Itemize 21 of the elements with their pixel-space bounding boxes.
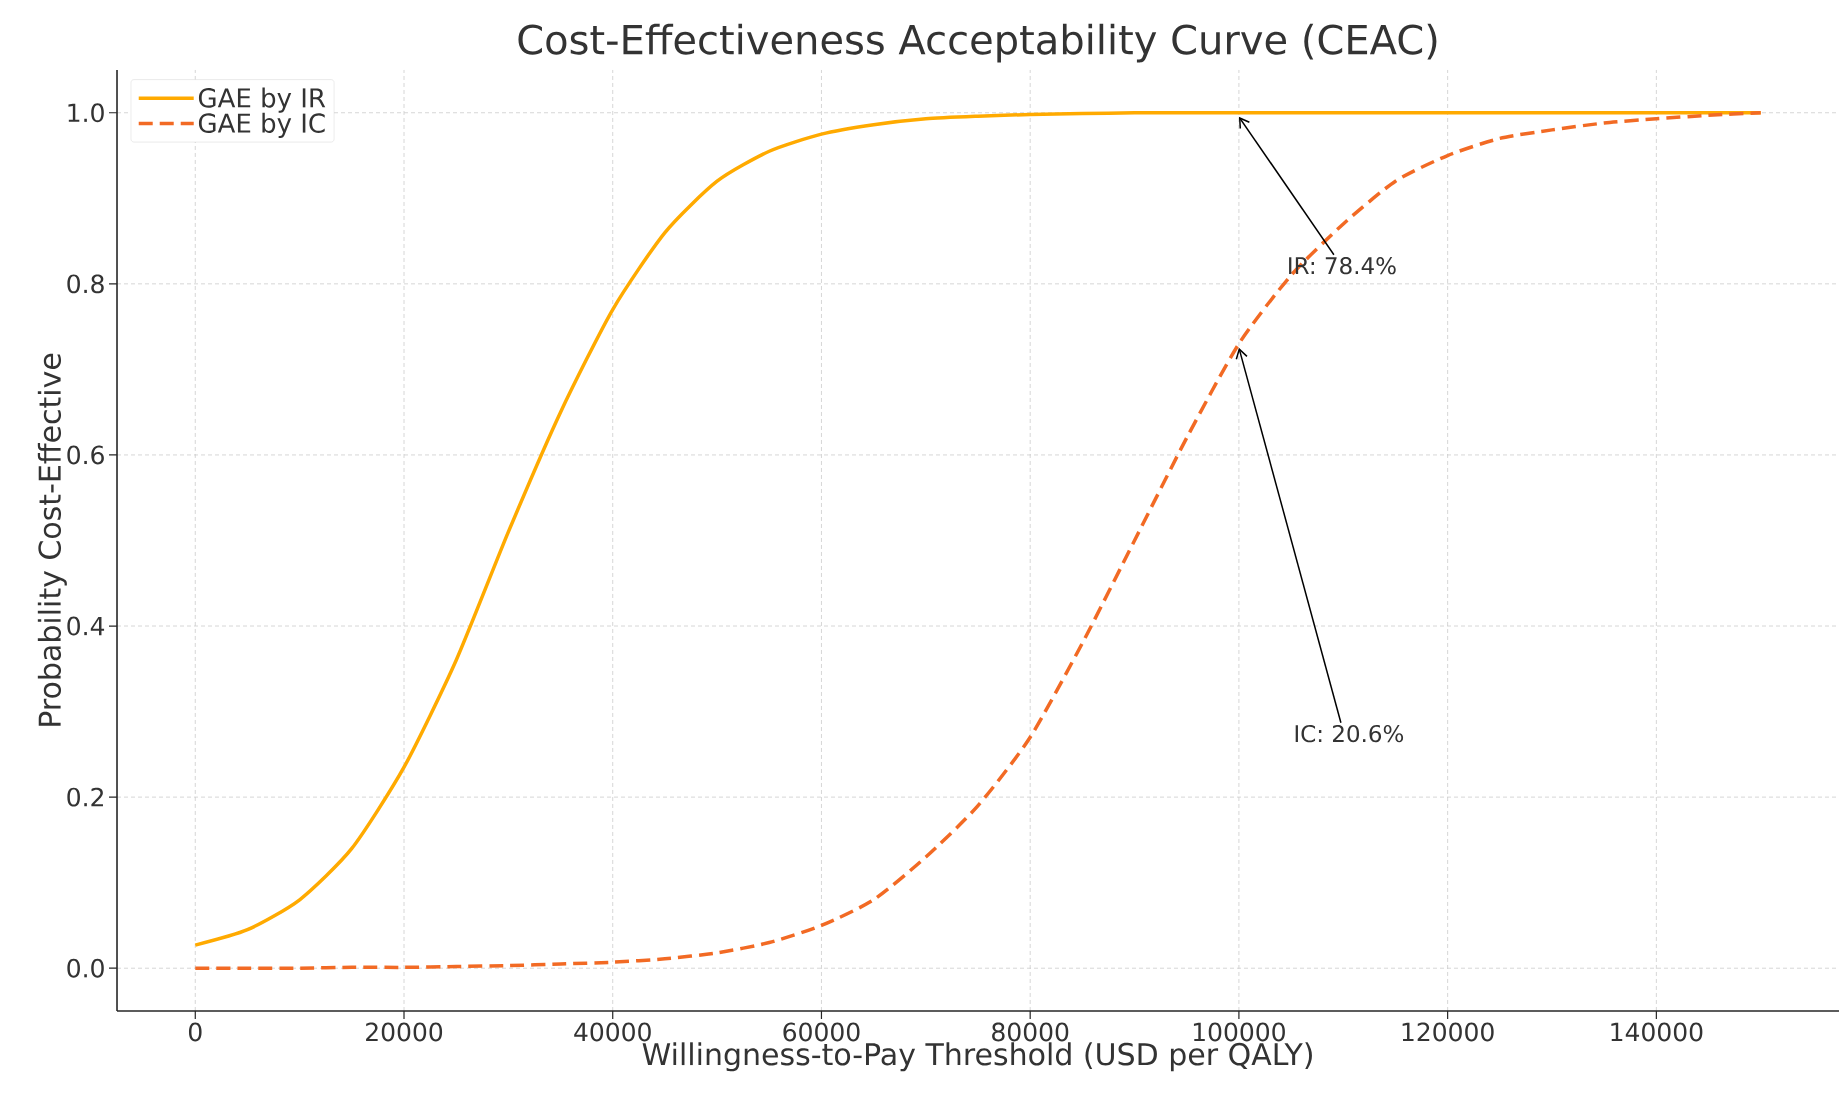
x-tick-label: 120000 bbox=[1402, 1022, 1494, 1042]
annotation: IR: 78.4% bbox=[1289, 256, 1396, 275]
legend-label: GAE by IC bbox=[198, 112, 325, 139]
y-tick-label: 0.0 bbox=[67, 958, 104, 978]
y-axis-title: Probability Cost-Effective bbox=[37, 353, 67, 726]
x-tick-label: 100000 bbox=[1193, 1022, 1285, 1042]
annotation: IC: 20.6% bbox=[1295, 724, 1404, 743]
legend-label: GAE by IR bbox=[198, 87, 326, 113]
y-tick-label: 1.0 bbox=[68, 103, 104, 123]
chart-title: Cost-Effectiveness Acceptability Curve (CEAC) bbox=[518, 23, 1437, 63]
x-tick-label: 20000 bbox=[366, 1022, 443, 1042]
y-tick-label: 0.4 bbox=[67, 616, 105, 636]
x-tick-label: 140000 bbox=[1611, 1022, 1703, 1042]
x-tick-label: 60000 bbox=[783, 1022, 860, 1042]
x-tick-label: 40000 bbox=[574, 1022, 651, 1042]
y-tick-label: 0.8 bbox=[67, 274, 104, 294]
x-tick-label: 0 bbox=[188, 1022, 202, 1042]
x-axis-title: Willingness-to-Pay Threshold (USD per QALY) bbox=[642, 1042, 1312, 1072]
y-tick-label: 0.2 bbox=[67, 787, 103, 807]
x-tick-label: 80000 bbox=[992, 1022, 1069, 1042]
y-tick-label: 0.6 bbox=[67, 445, 104, 465]
